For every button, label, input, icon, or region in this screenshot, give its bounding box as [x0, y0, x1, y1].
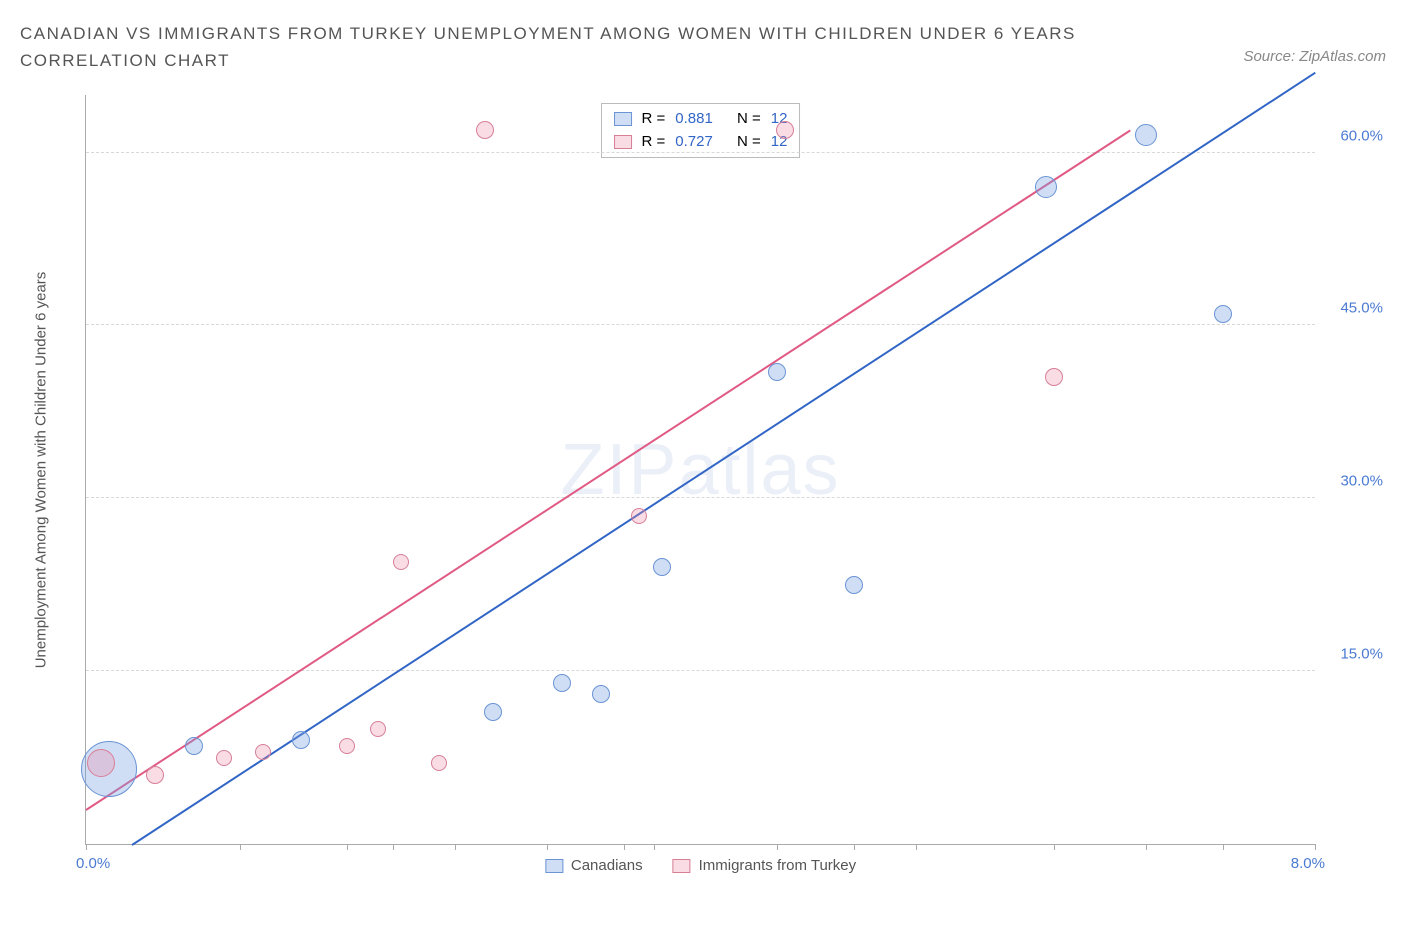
plot-container: Unemployment Among Women with Children U…	[85, 95, 1315, 845]
data-point	[146, 766, 164, 784]
data-point	[1214, 305, 1232, 323]
grid-line	[86, 670, 1315, 671]
trend-line	[85, 130, 1131, 812]
data-point	[484, 703, 502, 721]
legend-swatch-pink	[614, 135, 632, 149]
x-tick	[393, 844, 394, 850]
x-tick	[240, 844, 241, 850]
data-point	[845, 576, 863, 594]
legend-swatch-blue	[545, 859, 563, 873]
data-point	[370, 721, 386, 737]
source-attribution: Source: ZipAtlas.com	[1243, 48, 1386, 65]
grid-line	[86, 324, 1315, 325]
legend-item-canadians: Canadians	[545, 857, 643, 874]
data-point	[776, 121, 794, 139]
data-point	[1135, 124, 1157, 146]
data-point	[553, 674, 571, 692]
y-tick-label: 30.0%	[1340, 473, 1383, 490]
trend-line	[132, 72, 1316, 846]
data-point	[216, 750, 232, 766]
data-point	[768, 363, 786, 381]
data-point	[631, 508, 647, 524]
x-tick	[777, 844, 778, 850]
x-tick	[347, 844, 348, 850]
y-axis-label: Unemployment Among Women with Children U…	[33, 271, 50, 668]
x-tick	[455, 844, 456, 850]
data-point	[653, 558, 671, 576]
stats-row-turkey: R = 0.727 N = 12	[614, 131, 788, 154]
stats-legend: R = 0.881 N = 12 R = 0.727 N = 12	[601, 103, 801, 158]
data-point	[1035, 176, 1057, 198]
plot-area: Unemployment Among Women with Children U…	[85, 95, 1315, 845]
x-tick	[1223, 844, 1224, 850]
data-point	[255, 744, 271, 760]
x-tick	[1146, 844, 1147, 850]
data-point	[339, 738, 355, 754]
data-point	[87, 749, 115, 777]
data-point	[476, 121, 494, 139]
legend-swatch-blue	[614, 112, 632, 126]
x-tick	[624, 844, 625, 850]
data-point	[393, 554, 409, 570]
x-tick	[854, 844, 855, 850]
y-tick-label: 15.0%	[1340, 646, 1383, 663]
grid-line	[86, 497, 1315, 498]
legend-swatch-pink	[673, 859, 691, 873]
correlation-chart: CANADIAN VS IMMIGRANTS FROM TURKEY UNEMP…	[20, 20, 1386, 910]
data-point	[1045, 368, 1063, 386]
x-tick	[86, 844, 87, 850]
data-point	[592, 685, 610, 703]
x-tick	[654, 844, 655, 850]
data-point	[185, 737, 203, 755]
data-point	[292, 731, 310, 749]
x-tick	[1054, 844, 1055, 850]
grid-line	[86, 152, 1315, 153]
x-tick	[547, 844, 548, 850]
x-axis-min: 0.0%	[76, 855, 110, 872]
data-point	[431, 755, 447, 771]
chart-title: CANADIAN VS IMMIGRANTS FROM TURKEY UNEMP…	[20, 20, 1170, 74]
x-tick	[916, 844, 917, 850]
x-axis-max: 8.0%	[1291, 855, 1325, 872]
y-tick-label: 60.0%	[1340, 127, 1383, 144]
x-tick	[1315, 844, 1316, 850]
stats-row-canadians: R = 0.881 N = 12	[614, 108, 788, 131]
y-tick-label: 45.0%	[1340, 300, 1383, 317]
series-legend: Canadians Immigrants from Turkey	[545, 857, 856, 874]
legend-item-turkey: Immigrants from Turkey	[673, 857, 857, 874]
